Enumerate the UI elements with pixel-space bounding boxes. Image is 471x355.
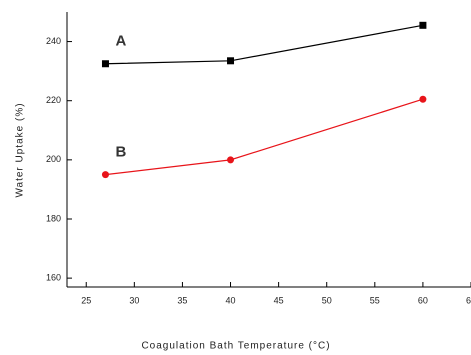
x-tick-label: 65 bbox=[466, 295, 471, 305]
y-tick-label: 220 bbox=[46, 95, 61, 105]
marker bbox=[419, 21, 427, 29]
y-tick-label: 240 bbox=[46, 36, 61, 46]
y-tick-label: 200 bbox=[46, 154, 61, 164]
x-tick-label: 55 bbox=[370, 295, 380, 305]
marker bbox=[419, 95, 427, 103]
marker bbox=[227, 156, 235, 164]
x-tick-label: 25 bbox=[81, 295, 91, 305]
series-line bbox=[105, 98, 424, 176]
x-tick-label: 30 bbox=[129, 295, 139, 305]
x-tick-label: 60 bbox=[418, 295, 428, 305]
series-label: B bbox=[115, 144, 126, 161]
y-axis-label: Water Uptake (%) bbox=[15, 102, 26, 197]
marker bbox=[101, 171, 109, 179]
x-tick-label: 45 bbox=[274, 295, 284, 305]
x-tick-label: 35 bbox=[177, 295, 187, 305]
y-tick-label: 180 bbox=[46, 213, 61, 223]
series-line bbox=[105, 24, 424, 65]
x-axis-label: Coagulation Bath Temperature (°C) bbox=[141, 341, 330, 352]
x-tick-label: 40 bbox=[226, 295, 236, 305]
marker bbox=[101, 60, 109, 68]
series-label: A bbox=[115, 33, 126, 50]
x-tick-label: 50 bbox=[322, 295, 332, 305]
y-tick-label: 160 bbox=[46, 273, 61, 283]
marker bbox=[227, 57, 235, 65]
